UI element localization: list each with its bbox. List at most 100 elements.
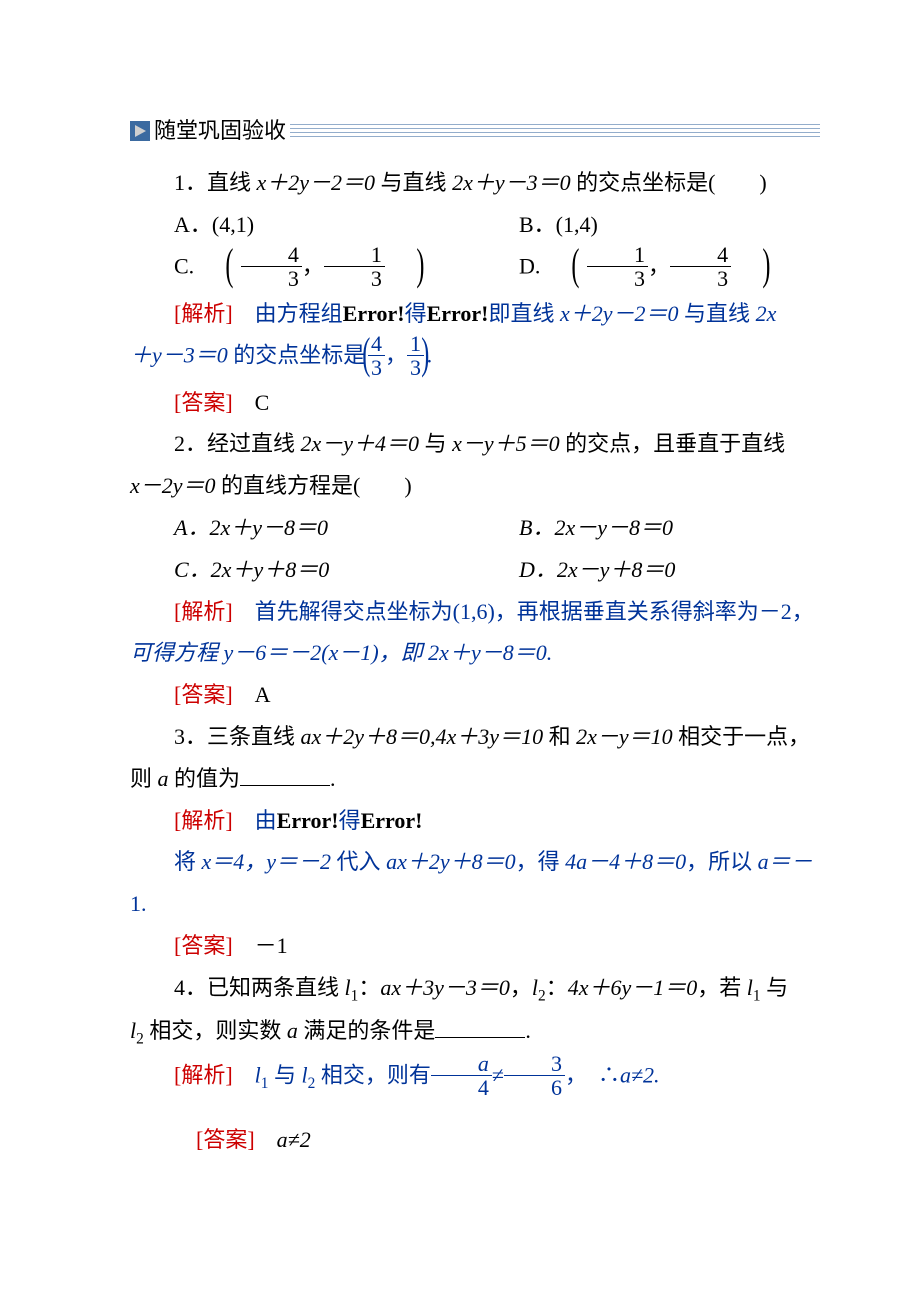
q1-text-a: 1．直线 [174,170,257,195]
q1-optc-frac2: 13 [324,243,385,290]
frac-num: 1 [324,243,385,267]
q3-answer: [答案] －1 [130,925,820,967]
q4-neq: ≠ [492,1063,504,1088]
lparen-icon: ( [201,243,233,287]
q3-analysis-line1: [解析] 由Error!得Error! [130,800,820,842]
q3-ana-b: 得 [339,808,361,833]
q2-l2t: 的直线方程是( ) [216,473,412,498]
q1-analysis-line2: ＋y－3＝0 的交点坐标是(43，13). [130,334,820,381]
q3-error2: Error! [361,808,423,833]
q4-ana-c: ， ∴ [565,1063,620,1088]
section-title: 随堂巩固验收 [154,110,286,152]
lparen-icon: ( [548,243,580,287]
fill-blank [240,767,330,786]
q4-a: 4．已知两条直线 [174,975,345,1000]
q4-cm1: ， [510,975,532,1000]
q4-as1: 1 [261,1075,269,1092]
frac-den: 3 [324,267,385,290]
q1-ana-eq2: 2x [756,301,777,326]
rparen-icon: ) [421,332,429,376]
q2-options-row2: C．2x＋y＋8＝0 D．2x－y＋8＝0 [130,549,820,591]
frac-den: 3 [670,267,731,290]
q2-option-d: D．2x－y＋8＝0 [519,557,675,582]
q3-var: a [158,766,169,791]
q2-options-row1: A．2x＋y－8＝0 B．2x－y－8＝0 [130,507,820,549]
q2-ana-a: 首先解得交点坐标为(1,6)，再根据垂直关系得斜率为－2， [233,599,814,624]
q3-b: 和 [543,724,576,749]
q1-optc-prefix: C. [174,254,194,279]
q3-a2c: ，得 [516,849,566,874]
frac-den: 6 [504,1076,565,1099]
q4-stem-line1: 4．已知两条直线 l1：ax＋3y－3＝0，l2：4x＋6y－1＝0，若 l1 … [130,967,820,1011]
q3-a: 3．三条直线 [174,724,301,749]
rparen-icon: ) [392,243,424,287]
q1-optd-frac1: 13 [587,243,648,290]
q1-options-row1: A．(4,1) B．(1,4) [130,204,820,246]
q2-analysis-line2: 可得方程 y－6＝－2(x－1)，即 2x＋y－8＝0. [130,632,820,674]
q2-answer: [答案] A [130,674,820,716]
q4-c2: ： [546,975,568,1000]
analysis-label: [解析] [174,1063,233,1088]
spacer [130,1101,820,1119]
q1-eq2: 2x＋y－3＝0 [452,170,571,195]
q4-eq1: ax＋3y－3＝0 [380,975,510,1000]
q2-eq2: x－y＋5＝0 [452,431,560,456]
q2-option-b: B．2x－y－8＝0 [519,515,673,540]
q4-s1b: 1 [753,987,761,1004]
q4-eq2: 4x＋6y－1＝0 [568,975,698,1000]
rparen-icon: ) [738,243,770,287]
analysis-label: [解析] [174,599,233,624]
q1-ana-d: 与直线 [679,301,756,326]
q4-analysis: [解析] l1 与 l2 相交，则有a4≠36， ∴a≠2. [130,1054,820,1101]
answer-label: [答案] [174,682,233,707]
frac-num: 4 [368,332,385,356]
frac-num: 4 [241,243,302,267]
q4-l2t: 相交，则实数 [144,1018,287,1043]
q2-b: 与 [419,431,452,456]
q3-eq2: 2x－y＝10 [576,724,673,749]
q4-ans-eq: a≠2 [277,1127,311,1152]
frac-den: 3 [241,267,302,290]
q3-stem-line1: 3．三条直线 ax＋2y＋8＝0,4x＋3y＝10 和 2x－y＝10 相交于一… [130,716,820,758]
q3-c: 相交于一点， [673,724,811,749]
q1-answer: [答案] C [130,382,820,424]
q4-c1: ： [358,975,380,1000]
q1-eq1: x＋2y－2＝0 [257,170,376,195]
q1-option-d: D.(13，43) [475,245,820,292]
comma: ， [302,254,324,279]
q1-options-row2: C.(43，13) D.(13，43) [130,245,820,292]
q4-s2b: 2 [136,1031,144,1048]
q3-answer-val: －1 [233,933,288,958]
q3-analysis-line3: 1. [130,883,820,925]
q3-a2d: ，所以 [686,849,758,874]
q3-l2p: . [330,766,336,791]
q2-ana-l2: 可得方程 y－6＝－2(x－1)，即 2x＋y－8＝0. [130,640,552,665]
q1-ana-b: 得 [405,301,427,326]
comma: ， [385,343,407,368]
page-body: 随堂巩固验收 1．直线 x＋2y－2＝0 与直线 2x＋y－3＝0 的交点坐标是… [0,0,920,1221]
q2-option-c: C．2x＋y＋8＝0 [174,557,329,582]
q1-stem: 1．直线 x＋2y－2＝0 与直线 2x＋y－3＝0 的交点坐标是( ) [130,162,820,204]
q3-a2eq: x＝4，y＝－2 [202,849,332,874]
q2-stem-line1: 2．经过直线 2x－y＋4＝0 与 x－y＋5＝0 的交点，且垂直于直线 [130,423,820,465]
answer-label: [答案] [174,933,233,958]
q2-eq1: 2x－y＋4＝0 [301,431,420,456]
q1-ana-c: 即直线 [489,301,561,326]
q3-stem-line2: 则 a 的值为. [130,758,820,800]
q2-c: 的交点，且垂直于直线 [560,431,786,456]
q2-stem-line2: x－2y＝0 的直线方程是( ) [130,465,820,507]
q1-option-c: C. (43，13) [130,245,475,292]
q3-analysis-line2: 将 x＝4，y＝－2 代入 ax＋2y＋8＝0，得 4a－4＋8＝0，所以 a＝… [130,841,820,883]
q1-text-b: 与直线 [375,170,452,195]
q3-l2a: 则 [130,766,158,791]
q4-t1: 与 [761,975,789,1000]
q4-ana-eq: a≠2. [620,1063,660,1088]
answer-label: [答案] [174,390,233,415]
q1-ana-l2b: 的交点坐标是 [228,343,366,368]
q1-ana-frac1: 43 [368,332,385,379]
q4-var: a [287,1018,298,1043]
q2-a: 2．经过直线 [174,431,301,456]
q4-l2c: 满足的条件是 [298,1018,436,1043]
q4-cm2: ，若 [697,975,747,1000]
q1-ana-l2a: ＋y－3＝0 [130,343,228,368]
